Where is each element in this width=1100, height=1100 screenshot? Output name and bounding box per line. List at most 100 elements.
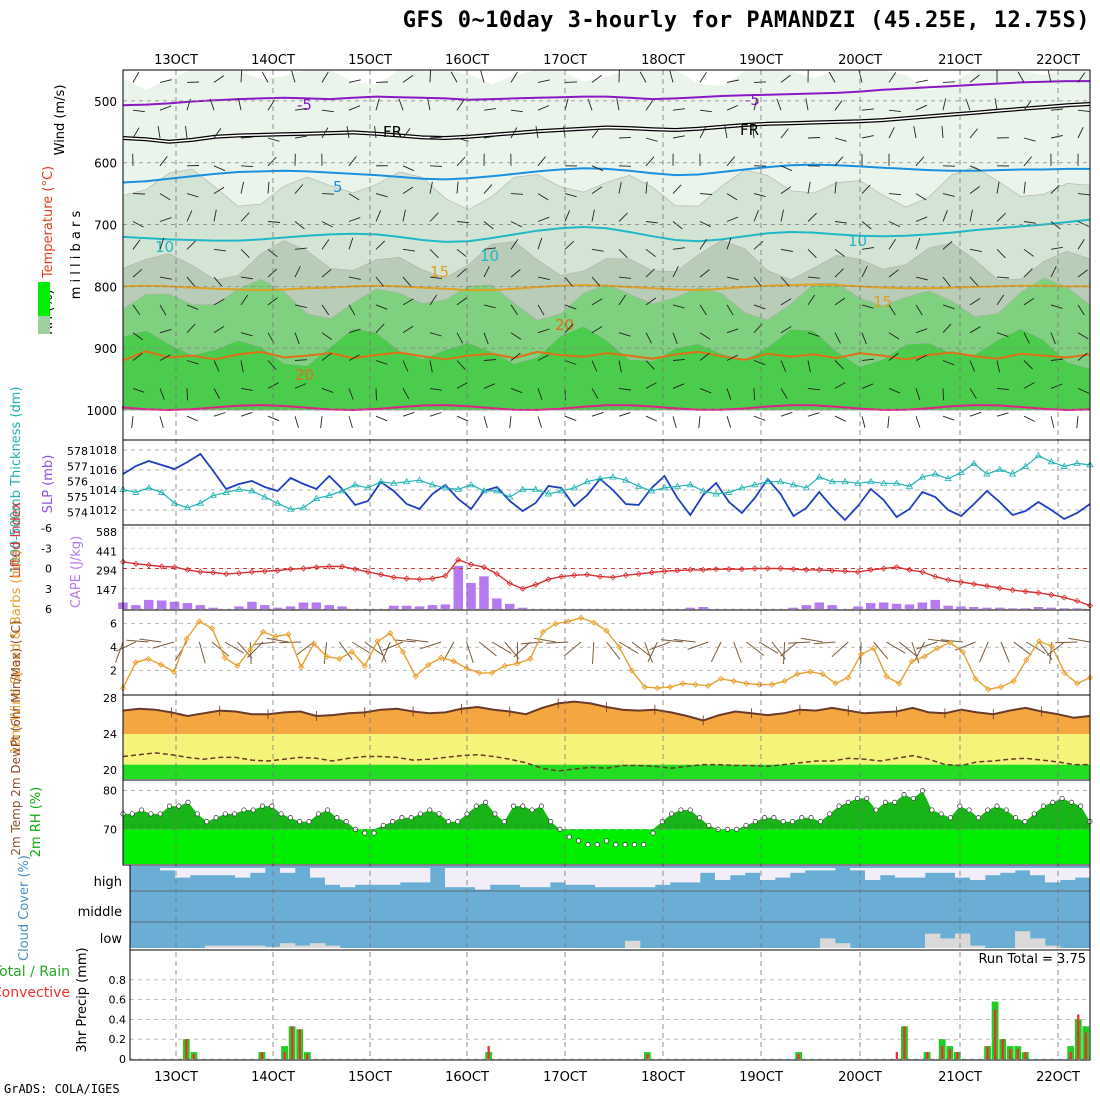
surface-wind-barb [644, 641, 653, 663]
convective-precip-bar [956, 1052, 959, 1059]
wind-barb [213, 186, 225, 194]
wind-barb [645, 100, 654, 111]
lifted-index-marker [119, 558, 127, 565]
wind-speed-line [122, 617, 1091, 691]
wind-barb [807, 332, 820, 337]
thickness-marker [686, 481, 695, 488]
date-label-bottom: 22OCT [1036, 1070, 1080, 1085]
high-cloud-cell [520, 868, 536, 888]
pressure-tick-label: 700 [94, 219, 117, 233]
rh-marker [650, 830, 656, 836]
date-label-bottom: 16OCT [445, 1070, 489, 1085]
wind-barb [669, 70, 674, 83]
wind-barb [1077, 352, 1088, 361]
convective-precip-bar [1069, 1052, 1072, 1059]
rh-marker [966, 807, 972, 813]
wind-barb [321, 127, 329, 139]
rh-marker [129, 811, 135, 817]
thickness-marker [802, 484, 811, 491]
lifted-index-marker [352, 566, 359, 573]
rh-marker [538, 803, 544, 809]
thickness-marker [506, 493, 514, 500]
wind-barb [969, 276, 979, 287]
wind-barb [456, 415, 469, 422]
wind-barb [780, 248, 793, 252]
cape-lifted-panel [118, 527, 1094, 610]
wind-barb [348, 105, 361, 111]
rh-marker [417, 811, 424, 817]
high-cloud-cell [1075, 868, 1091, 878]
lifted-index-marker [158, 563, 165, 570]
cape-tick-label: 147 [96, 584, 117, 597]
surface-wind-barb [381, 641, 391, 663]
rh-marker [176, 803, 182, 809]
wind-barb [348, 237, 354, 250]
wind-speed-marker [1023, 656, 1030, 664]
low-cloud-cell [325, 945, 341, 948]
lifted-index-marker [970, 580, 978, 588]
wind-barb [348, 193, 360, 201]
thickness-marker [390, 479, 398, 486]
high-cloud-cell [175, 868, 191, 878]
low-cloud-cell [280, 943, 296, 948]
wind-speed-marker [946, 639, 954, 646]
thickness-marker [763, 477, 772, 485]
wind-barb [483, 383, 496, 389]
wind-barb [698, 416, 701, 429]
wind-barb [267, 156, 277, 167]
cape-bar [698, 607, 708, 609]
wind-barb [240, 212, 250, 222]
wind-barb [969, 186, 980, 194]
rh-marker [836, 803, 842, 809]
convective-precip-bar [895, 1052, 898, 1059]
wind-barb [321, 239, 330, 250]
panel-frame-slp [122, 439, 1091, 526]
rh-marker [222, 811, 228, 817]
wind-barb [834, 415, 847, 422]
convective-precip-bar [941, 1046, 944, 1059]
thickness-marker [441, 484, 450, 491]
wind-barb [861, 383, 874, 389]
thickness-marker [570, 484, 578, 491]
wind-barb [537, 216, 550, 222]
lifted-index-marker [854, 568, 861, 575]
wind-barb [240, 332, 253, 337]
li-tick-label: -6 [41, 522, 52, 535]
wind-barb [888, 127, 895, 139]
rh2m-axis-label: 2m RH (%) [29, 787, 44, 858]
lifted-index-marker [171, 564, 178, 571]
thickness-marker [518, 485, 527, 492]
wind-barb [1023, 221, 1036, 224]
wind-barb [834, 156, 844, 167]
rh-marker [334, 815, 340, 821]
thickness-marker [338, 487, 346, 494]
wind-barb [807, 137, 821, 139]
lifted-index-marker [996, 585, 1003, 592]
rh-marker [325, 807, 331, 813]
wind-barb [996, 294, 1005, 306]
wind-barb [537, 276, 550, 281]
wind-speed-marker [450, 658, 457, 665]
isotherm-label: 15 [430, 263, 449, 281]
high-cloud-cell [640, 868, 656, 888]
wind-barb [348, 388, 354, 400]
wind-barb [402, 186, 414, 194]
lifted-index-marker [1035, 589, 1042, 596]
rh-marker [957, 803, 963, 809]
lifted-index-marker [545, 576, 552, 583]
convective-precip-bar [185, 1039, 188, 1059]
high-cloud-cell [445, 868, 461, 888]
surface-wind-barb [758, 641, 779, 654]
thickness-marker [377, 477, 385, 485]
wind-barb [752, 126, 755, 139]
surface-wind-barb [1068, 637, 1091, 643]
wind-barb [699, 193, 713, 195]
wind-speed-marker [832, 680, 839, 687]
rh-marker [743, 822, 749, 828]
rh-marker [827, 811, 833, 817]
wind-speed-marker [208, 625, 216, 632]
wind-speed-marker [310, 640, 317, 647]
lifted-index-marker [880, 565, 887, 572]
wind-barb [753, 388, 755, 401]
